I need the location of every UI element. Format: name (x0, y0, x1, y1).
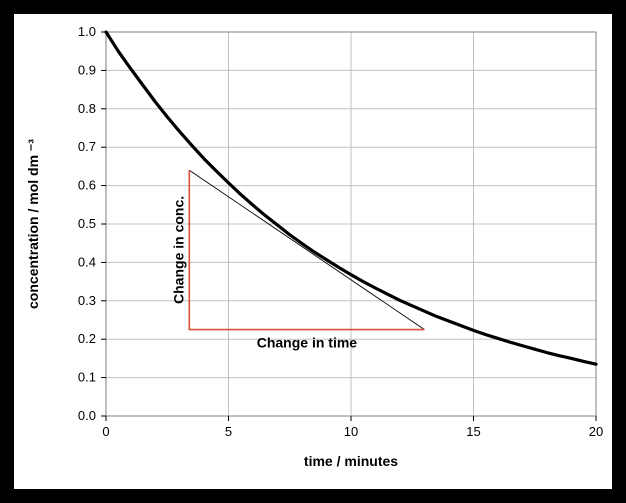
y-tick-label: 0.8 (78, 101, 96, 116)
y-tick-labels: 0.0 0.1 0.2 0.3 0.4 0.5 0.6 0.7 0.8 0.9 1.0 (78, 24, 96, 423)
y-tick-label: 0.0 (78, 408, 96, 423)
y-tick-label: 0.4 (78, 254, 96, 269)
x-axis-label: time / minutes (304, 453, 398, 469)
y-tick-label: 0.6 (78, 178, 96, 193)
x-tick-label: 20 (589, 424, 603, 439)
x-ticks (106, 416, 596, 421)
y-tick-label: 0.1 (78, 370, 96, 385)
x-tick-label: 5 (225, 424, 232, 439)
change-in-time-label: Change in time (257, 335, 358, 351)
chart-svg: 0 5 10 15 20 0.0 0.1 0.2 0.3 0.4 0.5 0.6 0.7 0.8 0.9 1… (14, 14, 612, 489)
x-tick-label: 15 (466, 424, 480, 439)
chart-panel: 0 5 10 15 20 0.0 0.1 0.2 0.3 0.4 0.5 0.6 0.7 0.8 0.9 1… (14, 14, 612, 489)
x-tick-label: 10 (344, 424, 358, 439)
y-tick-label: 0.2 (78, 331, 96, 346)
y-tick-label: 0.9 (78, 62, 96, 77)
y-tick-label: 0.3 (78, 293, 96, 308)
y-ticks (101, 32, 106, 416)
x-tick-label: 0 (102, 424, 109, 439)
change-in-conc-label: Change in conc. (170, 196, 186, 304)
y-tick-label: 0.7 (78, 139, 96, 154)
y-tick-label: 0.5 (78, 216, 96, 231)
y-tick-label: 1.0 (78, 24, 96, 39)
chart-outer-frame: 0 5 10 15 20 0.0 0.1 0.2 0.3 0.4 0.5 0.6 0.7 0.8 0.9 1… (0, 0, 626, 503)
x-tick-labels: 0 5 10 15 20 (102, 424, 603, 439)
y-axis-label: concentration / mol dm ⁻³ (25, 139, 41, 309)
